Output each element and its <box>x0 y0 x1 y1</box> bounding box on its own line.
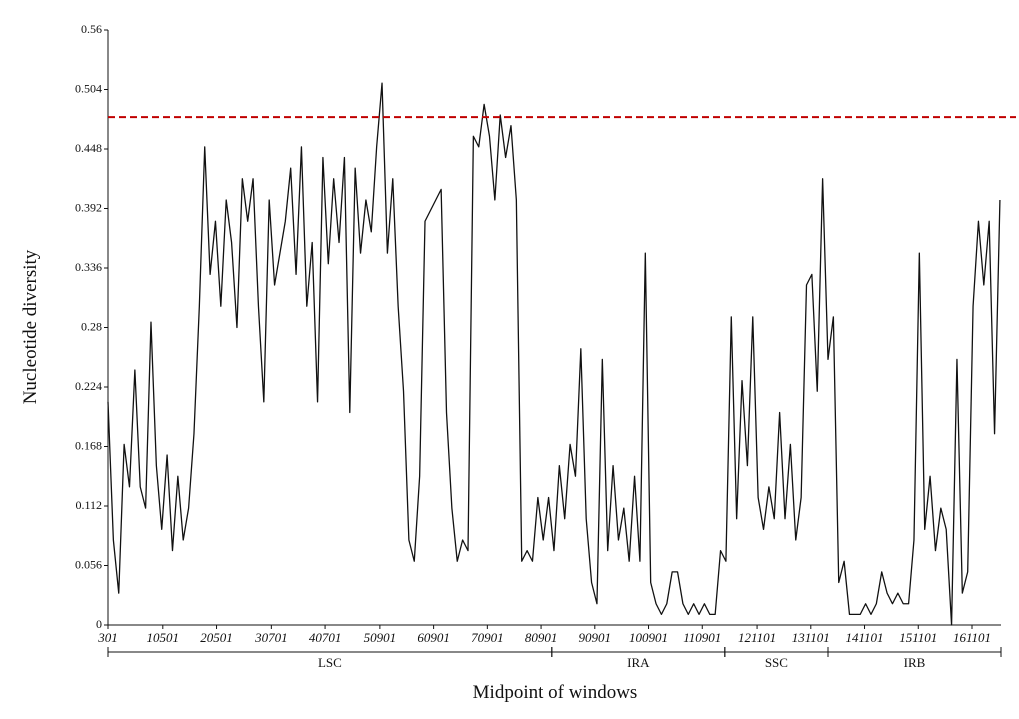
x-tick-label: 80901 <box>525 630 558 645</box>
y-tick-label: 0.448 <box>75 141 102 155</box>
y-tick-label: 0.224 <box>75 379 102 393</box>
y-tick-label: 0.336 <box>75 260 102 274</box>
region-label: IRB <box>904 655 926 670</box>
y-tick-label: 0.392 <box>75 200 102 214</box>
x-tick-label: 301 <box>97 630 118 645</box>
y-tick-label: 0.28 <box>81 319 102 333</box>
y-tick-label: 0.56 <box>81 22 102 36</box>
data-line <box>107 82 1001 626</box>
y-tick-label: 0 <box>96 617 102 631</box>
x-axis-title: Midpoint of windows <box>473 682 638 703</box>
y-tick-label: 0.168 <box>75 438 102 452</box>
x-tick-label: 151101 <box>899 630 937 645</box>
x-tick-label: 40701 <box>309 630 342 645</box>
y-tick-label: 0.112 <box>75 498 102 512</box>
x-tick-label: 161101 <box>953 630 991 645</box>
x-tick-label: 30701 <box>254 630 288 645</box>
x-tick-label: 100901 <box>629 630 668 645</box>
y-axis-title: Nucleotide diversity <box>20 249 41 404</box>
x-tick-label: 90901 <box>579 630 612 645</box>
x-tick-label: 110901 <box>683 630 721 645</box>
y-tick-label: 0.056 <box>75 557 102 571</box>
x-tick-label: 70901 <box>471 630 504 645</box>
x-tick-label: 60901 <box>417 630 450 645</box>
x-tick-label: 141101 <box>846 630 884 645</box>
x-tick-label: 20501 <box>200 630 233 645</box>
region-label: IRA <box>627 655 650 670</box>
x-tick-label: 10501 <box>147 630 180 645</box>
y-tick-label: 0.504 <box>75 81 102 95</box>
region-label: SSC <box>765 655 788 670</box>
x-tick-label: 131101 <box>792 630 830 645</box>
x-tick-label: 50901 <box>364 630 397 645</box>
region-label: LSC <box>318 655 342 670</box>
x-tick-label: 121101 <box>738 630 776 645</box>
